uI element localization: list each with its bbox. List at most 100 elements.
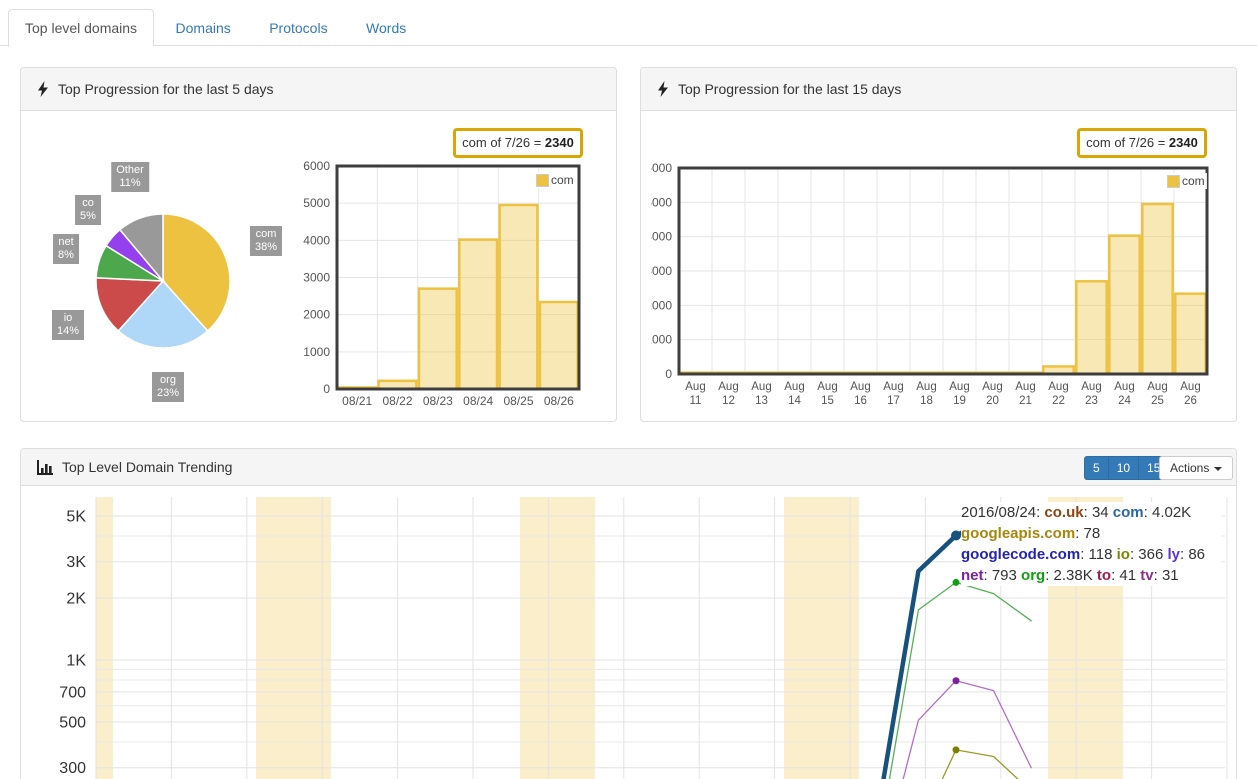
trend-hover-tooltip: 2016/08/24: co.uk: 34 com: 4.02K googleap… xyxy=(961,502,1221,586)
tooltip-value: 2340 xyxy=(1168,135,1198,150)
svg-text:1K: 1K xyxy=(66,652,86,669)
svg-text:6000: 6000 xyxy=(303,159,330,173)
svg-text:1000: 1000 xyxy=(303,345,330,359)
tab-top-level-domains[interactable]: Top level domains xyxy=(8,9,155,47)
range-button-10[interactable]: 10 xyxy=(1107,456,1140,480)
tab-domains[interactable]: Domains xyxy=(175,20,231,36)
bar-com-08-23[interactable] xyxy=(417,287,458,391)
trend-marker-org[interactable] xyxy=(952,578,960,586)
svg-text:2000: 2000 xyxy=(303,308,330,322)
legend-label: com xyxy=(551,173,574,187)
pie-label-io: io 14% xyxy=(51,310,85,340)
tooltip-text: com of 7/26 = xyxy=(462,135,545,150)
bar-com-08-25[interactable] xyxy=(498,203,539,391)
svg-text:08/21: 08/21 xyxy=(342,394,372,408)
legend-5day: com xyxy=(534,172,576,188)
legend-swatch-com xyxy=(1167,174,1180,188)
svg-text:5000: 5000 xyxy=(651,195,672,209)
tab-protocols[interactable]: Protocols xyxy=(269,20,328,36)
panel-top-progression-15days: Top Progression for the last 15 days 0 10… xyxy=(640,67,1237,422)
trend-tooltip-line-2: googleapis.com: 78 xyxy=(961,525,1101,542)
svg-text:500: 500 xyxy=(59,715,86,732)
bar-com-Aug-24[interactable] xyxy=(1108,234,1141,376)
svg-text:08/23: 08/23 xyxy=(423,394,453,408)
tooltip-text: com of 7/26 = xyxy=(1086,135,1169,150)
pie-slice-org[interactable] xyxy=(117,279,209,349)
range-button-5[interactable]: 5 xyxy=(1084,456,1109,480)
pie-label-Other: Other 11% xyxy=(111,162,149,192)
pie-label-co: co 5% xyxy=(75,195,101,225)
tab-words[interactable]: Words xyxy=(366,20,407,36)
trend-line-com[interactable] xyxy=(881,517,994,779)
trend-tooltip-line-3: googlecode.com: 118 io: 366 ly: 86 xyxy=(961,546,1206,563)
bar-chart-com-5days[interactable]: 0 1000 2000 3000 4000 5000 6000 08/21 08/22 08/23… xyxy=(291,146,613,418)
svg-text:4000: 4000 xyxy=(303,233,330,247)
trend-marker-com[interactable] xyxy=(951,530,961,541)
pie-slice-Other[interactable] xyxy=(118,213,164,284)
panel-15day-title: Top Progression for the last 15 days xyxy=(678,81,902,97)
svg-text:700: 700 xyxy=(59,684,86,701)
bar-com-Aug-25[interactable] xyxy=(1141,202,1174,376)
pie-label-com: com 38% xyxy=(249,226,283,256)
bar-com-Aug-26[interactable] xyxy=(1174,292,1207,376)
tab-bar: Top level domains Domains Protocols Word… xyxy=(0,8,1257,47)
pie-chart-tld-share[interactable] xyxy=(26,141,311,411)
panel-15day-heading: Top Progression for the last 15 days xyxy=(641,68,1236,111)
svg-text:4000: 4000 xyxy=(651,230,672,244)
svg-text:300: 300 xyxy=(59,760,86,777)
pie-slice-io[interactable] xyxy=(95,277,165,332)
trend-marker-net[interactable] xyxy=(952,677,960,685)
weekend-band xyxy=(784,497,859,779)
pie-label-org: org 23% xyxy=(151,372,185,402)
svg-text:0: 0 xyxy=(323,382,330,396)
panel-trend-title: Top Level Domain Trending xyxy=(62,459,233,475)
weekend-band xyxy=(96,497,113,779)
bolt-icon xyxy=(657,81,669,97)
svg-text:2000: 2000 xyxy=(651,298,672,312)
pie-slice-com[interactable] xyxy=(162,213,231,332)
panel-5day-heading: Top Progression for the last 5 days xyxy=(21,68,616,111)
trend-marker-io[interactable] xyxy=(952,746,960,754)
svg-text:08/22: 08/22 xyxy=(382,394,412,408)
weekend-band xyxy=(520,497,595,779)
trend-tooltip-line-1: 2016/08/24: co.uk: 34 com: 4.02K xyxy=(961,504,1192,521)
bar-com-Aug-23[interactable] xyxy=(1075,280,1108,376)
caret-down-icon xyxy=(1214,466,1223,471)
bar-com-08-24[interactable] xyxy=(458,238,499,391)
svg-text:3000: 3000 xyxy=(303,271,330,285)
tooltip-value: 2340 xyxy=(544,135,574,150)
svg-text:2K: 2K xyxy=(66,590,86,607)
actions-dropdown-button[interactable]: Actions xyxy=(1159,456,1234,480)
chart-tooltip-15day: com of 7/26 = 2340 xyxy=(1077,128,1207,158)
panel-trend-heading: Top Level Domain Trending 5 10 15 Action… xyxy=(21,449,1236,486)
trend-tooltip-line-4: net: 793 org: 2.38K to: 41 tv: 31 xyxy=(961,567,1179,584)
bolt-icon xyxy=(37,81,49,97)
bar-com-08-26[interactable] xyxy=(538,300,579,391)
legend-label: com xyxy=(1182,174,1205,188)
panel-top-progression-5days: Top Progression for the last 5 days com 3… xyxy=(20,67,617,422)
weekend-band xyxy=(256,497,331,779)
chart-tooltip-5day: com of 7/26 = 2340 xyxy=(453,128,583,158)
svg-text:1000: 1000 xyxy=(651,333,672,347)
trend-line-io[interactable] xyxy=(918,749,1031,779)
line-chart-tld-trending[interactable]: 5K 3K 2K 1K 700 500 300 xyxy=(22,487,1257,779)
svg-text:08/25: 08/25 xyxy=(503,394,533,408)
svg-text:0: 0 xyxy=(665,367,672,381)
legend-15day: com xyxy=(1165,173,1207,189)
range-button-group: 5 10 15 xyxy=(1084,456,1170,480)
